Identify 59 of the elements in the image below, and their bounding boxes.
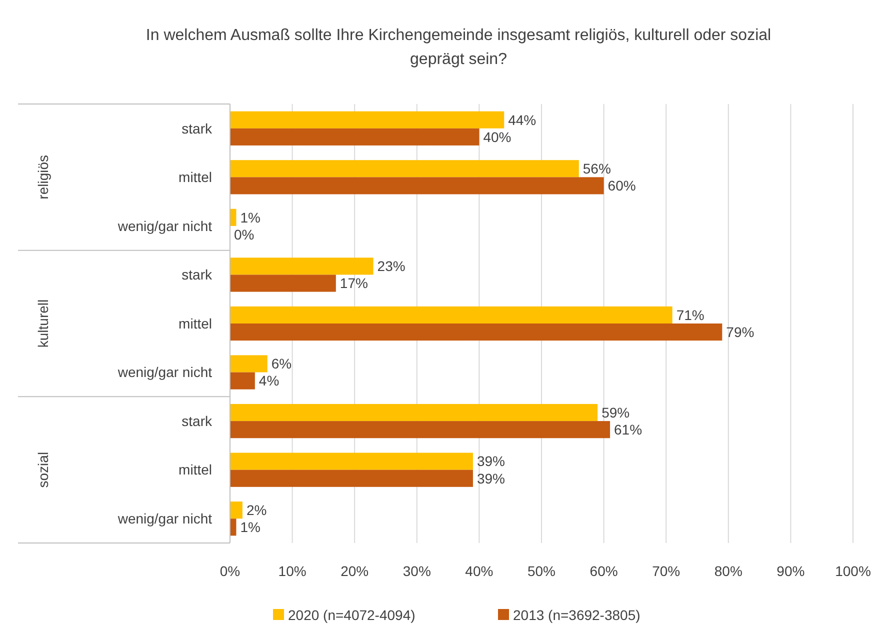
bar bbox=[230, 372, 255, 390]
data-label: 79% bbox=[726, 324, 754, 340]
y-tick-label: stark bbox=[182, 412, 213, 429]
data-label: 56% bbox=[582, 160, 611, 177]
bar bbox=[230, 421, 610, 438]
y-tick-label: stark bbox=[182, 120, 213, 136]
data-label: 60% bbox=[608, 178, 636, 194]
bar bbox=[230, 177, 604, 194]
text: sozial bbox=[35, 452, 51, 488]
legend-label: 2013 (n=3692-3805) bbox=[513, 606, 640, 623]
x-tick-label: 40% bbox=[465, 563, 494, 579]
y-tick-label: wenig/gar nicht bbox=[116, 510, 212, 527]
data-label: 1% bbox=[240, 519, 260, 536]
data-label: 0% bbox=[234, 226, 254, 242]
data-label: 1% bbox=[240, 209, 260, 226]
data-label: 23% bbox=[377, 258, 406, 274]
bar bbox=[230, 355, 268, 372]
x-tick-label: 10% bbox=[278, 563, 306, 579]
bar bbox=[230, 274, 336, 292]
data-label: 6% bbox=[271, 356, 292, 372]
x-tick-label: 20% bbox=[340, 563, 369, 579]
bar bbox=[230, 306, 672, 324]
bar bbox=[230, 324, 722, 341]
x-tick-label: 30% bbox=[402, 563, 431, 579]
bar bbox=[230, 111, 504, 128]
legend-label: 2020 (n=4072-4094) bbox=[288, 606, 416, 623]
bar bbox=[230, 160, 579, 178]
data-label: 4% bbox=[258, 372, 280, 389]
bar bbox=[230, 470, 473, 487]
data-label: 71% bbox=[676, 306, 704, 323]
x-tick-label: 100% bbox=[835, 563, 871, 579]
bar bbox=[230, 404, 598, 422]
x-tick-label: 90% bbox=[776, 563, 805, 579]
chart-title: In welchem Ausmaß sollte Ihre Kirchengemeinde insgesamt religiös, kulturell oder sozial geprägt sein? bbox=[146, 27, 772, 68]
y-tick-label: stark bbox=[182, 266, 213, 283]
data-label: 17% bbox=[340, 275, 368, 292]
data-label: 39% bbox=[476, 470, 505, 486]
data-label: 44% bbox=[508, 112, 536, 128]
y-tick-label: wenig/gar nicht bbox=[116, 364, 212, 380]
bar bbox=[230, 452, 473, 470]
x-tick-label: 80% bbox=[714, 563, 742, 579]
y-tick-label: mittel bbox=[178, 462, 212, 478]
bar bbox=[230, 128, 480, 146]
x-tick-label: 60% bbox=[590, 563, 618, 579]
x-tick-label: 70% bbox=[652, 563, 680, 579]
y-tick-label: wenig/gar nicht bbox=[116, 218, 212, 234]
data-label: 59% bbox=[602, 404, 630, 420]
text: religiös bbox=[35, 154, 51, 200]
x-tick-label: 50% bbox=[527, 563, 556, 579]
data-label: 39% bbox=[476, 453, 505, 470]
text: kulturell bbox=[35, 299, 51, 348]
bar bbox=[230, 502, 242, 519]
bar bbox=[230, 258, 374, 275]
data-label: 61% bbox=[614, 421, 642, 438]
y-tick-label: mittel bbox=[178, 169, 212, 186]
x-tick-label: 0% bbox=[220, 563, 240, 579]
data-label: 2% bbox=[246, 502, 267, 518]
y-tick-label: mittel bbox=[178, 315, 212, 332]
data-label: 40% bbox=[483, 128, 512, 145]
